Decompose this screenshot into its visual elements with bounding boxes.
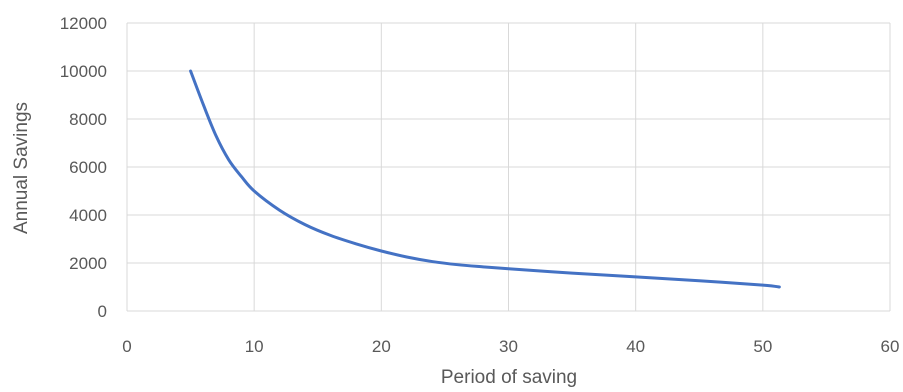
y-tick-label-0: 0 [98, 302, 107, 321]
y-axis-title: Annual Savings [11, 102, 32, 234]
series-group [189, 69, 781, 289]
y-tick-label-8000: 8000 [69, 110, 107, 129]
x-axis-title: Period of saving [441, 367, 577, 388]
y-tick-label-12000: 12000 [60, 14, 107, 33]
x-tick-label-10: 10 [245, 337, 264, 356]
x-axis-ticks: 0 10 20 30 40 50 60 [122, 337, 899, 356]
y-tick-label-4000: 4000 [69, 206, 107, 225]
x-tick-label-30: 30 [499, 337, 518, 356]
y-tick-label-10000: 10000 [60, 62, 107, 81]
series-line-0 [189, 69, 781, 289]
y-tick-label-6000: 6000 [69, 158, 107, 177]
x-tick-label-60: 60 [881, 337, 900, 356]
gridlines [126, 22, 891, 312]
x-tick-label-40: 40 [626, 337, 645, 356]
y-axis-ticks: 0 2000 4000 6000 8000 10000 12000 [60, 14, 107, 321]
x-tick-label-50: 50 [753, 337, 772, 356]
y-tick-label-2000: 2000 [69, 254, 107, 273]
x-tick-label-20: 20 [372, 337, 391, 356]
x-tick-label-0: 0 [122, 337, 131, 356]
